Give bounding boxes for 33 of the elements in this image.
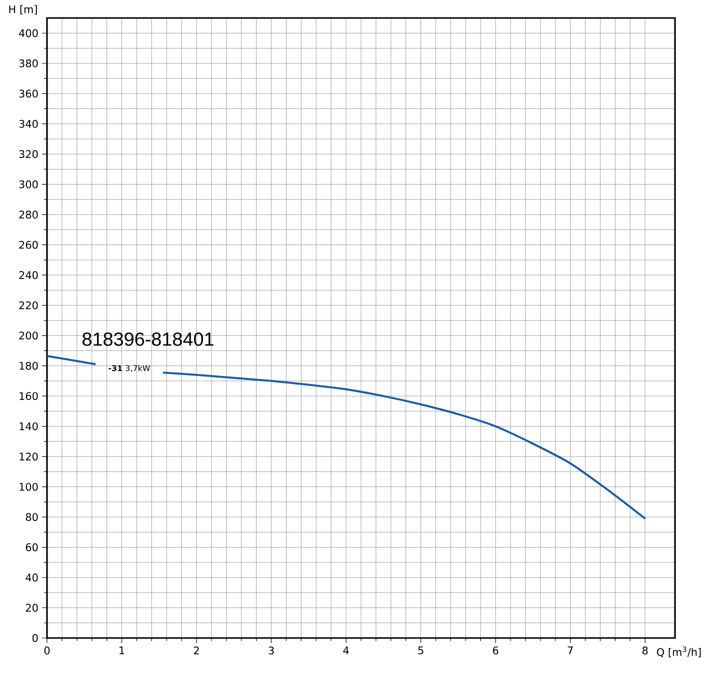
y-axis-title: H [m] <box>9 5 37 14</box>
y-tick-label: 360 <box>19 90 38 98</box>
y-tick-label: 220 <box>19 301 38 310</box>
y-tick-label: 120 <box>20 452 38 460</box>
y-tick-label: 160 <box>20 392 38 400</box>
x-tick-label: 4 <box>343 646 349 654</box>
y-tick-label: 240 <box>19 271 38 280</box>
y-tick-label: 0 <box>32 634 38 642</box>
x-tick-label: 1 <box>120 646 124 654</box>
y-tick-label: 100 <box>20 482 38 491</box>
x-tick-label: 5 <box>418 646 424 654</box>
y-tick-label: 280 <box>19 210 38 219</box>
y-tick-label: 400 <box>19 29 38 38</box>
x-tick-label: 6 <box>492 646 498 654</box>
x-tick-label: 7 <box>568 646 573 654</box>
y-tick-label: 60 <box>26 543 38 552</box>
x-tick-label: 0 <box>44 646 50 654</box>
y-tick-label: 140 <box>20 422 38 430</box>
x-tick-label: 3 <box>268 646 274 654</box>
x-axis-title: Q [m$^{3}$/h] <box>656 646 701 658</box>
y-tick-label: 340 <box>19 120 38 128</box>
y-tick-label: 260 <box>19 240 38 249</box>
y-tick-label: 200 <box>19 332 38 340</box>
y-tick-label: 20 <box>26 604 38 612</box>
y-tick-label: 380 <box>19 59 38 68</box>
y-tick-label: 80 <box>26 513 38 521</box>
y-tick-label: 180 <box>20 362 38 370</box>
y-tick-label: 320 <box>19 150 38 158</box>
text: 818396-818401 <box>82 332 214 346</box>
y-tick-label: 40 <box>26 574 38 582</box>
x-tick-label: 2 <box>194 646 199 654</box>
y-tick-label: 300 <box>19 180 38 188</box>
x-tick-label: 8 <box>642 646 648 654</box>
